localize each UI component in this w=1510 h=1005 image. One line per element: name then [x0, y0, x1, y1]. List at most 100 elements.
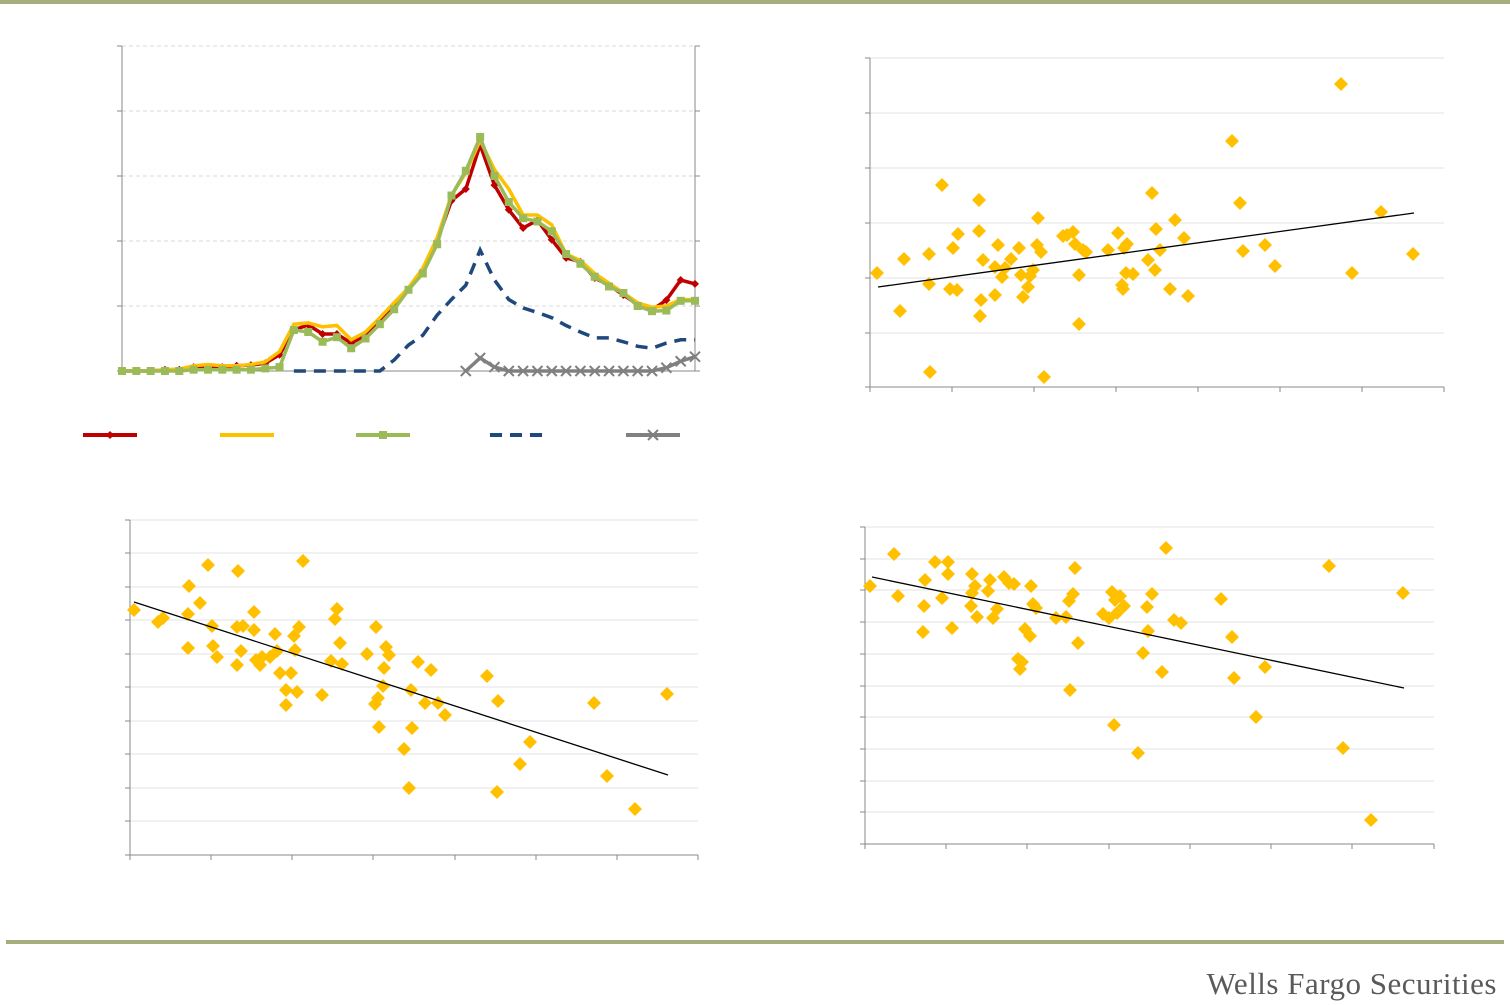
point [988, 288, 1002, 302]
point [513, 757, 527, 771]
point [1149, 222, 1163, 236]
marker [691, 279, 699, 288]
marker [691, 296, 699, 305]
brand: Wells Fargo Securities [1207, 966, 1497, 1001]
legend-marker [106, 431, 114, 439]
marker [460, 365, 472, 377]
point [1155, 665, 1169, 679]
marker [517, 365, 529, 377]
point [1334, 77, 1348, 91]
marker [547, 227, 556, 236]
series-line [122, 136, 695, 373]
point [156, 611, 170, 625]
point [1406, 247, 1420, 261]
point [1140, 600, 1154, 614]
point [941, 567, 955, 581]
point [205, 619, 219, 633]
point [990, 602, 1004, 616]
point [1012, 241, 1026, 255]
point [127, 603, 141, 617]
point [206, 639, 220, 653]
point [1079, 245, 1093, 259]
point [660, 687, 674, 701]
marker [689, 350, 701, 363]
point [402, 781, 416, 795]
marker [361, 334, 370, 343]
point [1225, 134, 1239, 148]
series-line [293, 245, 695, 373]
marker [447, 191, 456, 200]
point [296, 554, 310, 568]
point [1024, 579, 1038, 593]
point [1004, 252, 1018, 266]
point [1268, 259, 1282, 273]
point [377, 661, 391, 675]
trendline [877, 212, 1415, 288]
point [1116, 282, 1130, 296]
point [1034, 245, 1048, 259]
point [279, 683, 293, 697]
marker [488, 361, 501, 373]
marker [646, 365, 658, 377]
point [587, 696, 601, 710]
marker [160, 367, 169, 375]
point [968, 579, 982, 593]
point [945, 621, 959, 635]
point [1066, 587, 1080, 601]
marker [461, 166, 470, 175]
point [628, 802, 642, 816]
point [431, 696, 445, 710]
point [1031, 211, 1045, 225]
point [210, 650, 224, 664]
point [333, 636, 347, 650]
point [1345, 266, 1359, 280]
series-line [122, 132, 695, 373]
point [923, 365, 937, 379]
point [201, 558, 215, 572]
point [382, 648, 396, 662]
point [991, 238, 1005, 252]
point [1023, 629, 1037, 643]
point [181, 641, 195, 655]
marker [531, 365, 544, 377]
point [490, 785, 504, 799]
point [279, 698, 293, 712]
marker [590, 272, 599, 281]
point [1168, 213, 1182, 227]
marker [574, 365, 587, 377]
top-rule [0, 0, 1510, 4]
marker [418, 269, 427, 278]
marker [390, 305, 399, 314]
point [974, 293, 988, 307]
marker [189, 365, 198, 374]
point [288, 643, 302, 657]
point [1174, 616, 1188, 630]
point [1071, 636, 1085, 650]
series-line [464, 355, 696, 373]
point [983, 573, 997, 587]
marker [318, 329, 327, 338]
point [411, 655, 425, 669]
point [418, 696, 432, 710]
point [1111, 226, 1125, 240]
point [965, 567, 979, 581]
point [1015, 655, 1029, 669]
marker [519, 224, 528, 232]
marker [662, 296, 671, 305]
marker [560, 365, 572, 377]
point [1159, 541, 1173, 555]
point [935, 178, 949, 192]
point [335, 657, 349, 671]
point [1141, 253, 1155, 267]
point [863, 579, 877, 593]
point [1163, 282, 1177, 296]
marker [546, 365, 558, 377]
point [1131, 746, 1145, 760]
point [917, 599, 931, 613]
point [1068, 561, 1082, 575]
legend-marker [379, 431, 387, 439]
point [916, 625, 930, 639]
marker [503, 365, 515, 377]
bottom-rule [6, 940, 1504, 944]
